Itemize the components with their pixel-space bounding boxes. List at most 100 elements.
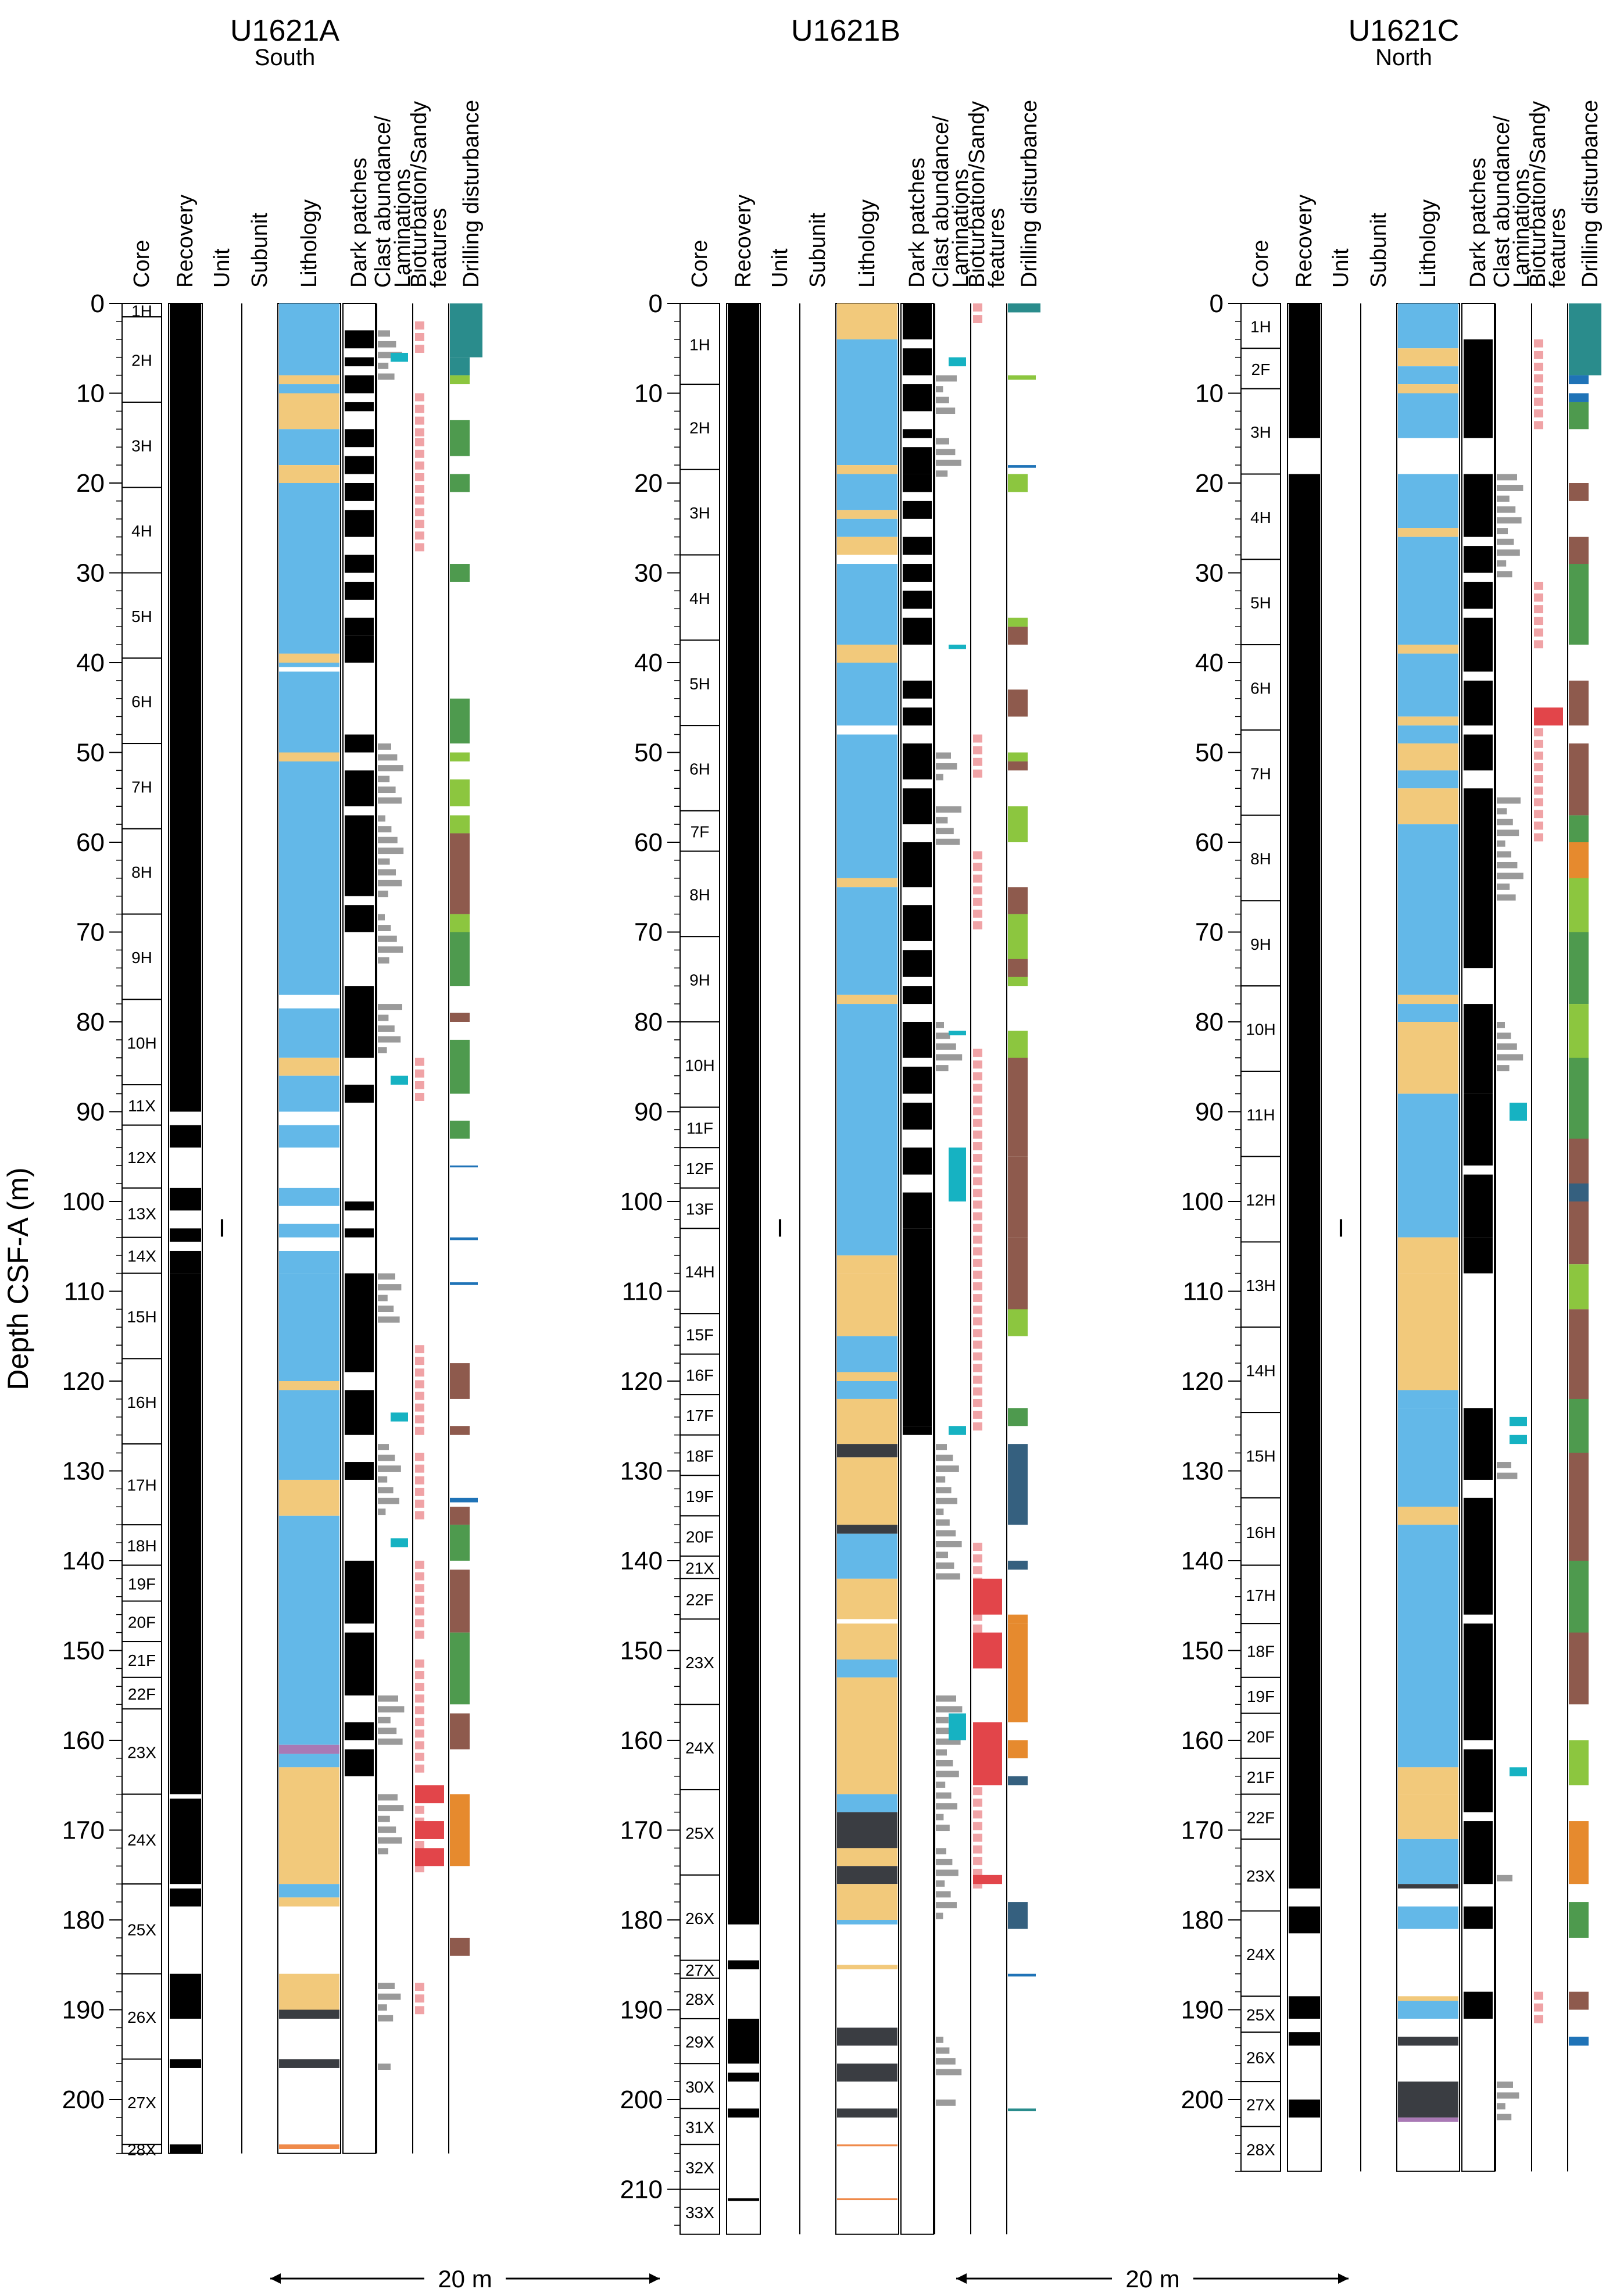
dark-patch <box>1464 1004 1493 1022</box>
column-header-line: Dark patches <box>905 158 929 288</box>
clast-mark <box>378 1444 389 1450</box>
core-label: 4H <box>131 522 152 540</box>
bioturbation-mark <box>973 886 982 895</box>
bioturbation-mark <box>415 1706 424 1715</box>
bioturbation-mark <box>1534 593 1543 602</box>
core-label: 3H <box>131 437 152 455</box>
bioturbation-mark <box>973 1154 982 1163</box>
lithology-interval <box>279 1188 339 1206</box>
core-label: 32X <box>685 2159 714 2177</box>
core-label: 33X <box>685 2204 714 2222</box>
column-header: Core <box>1249 240 1273 288</box>
depth-tick-label: 40 <box>634 649 663 677</box>
core-label: 1H <box>1250 318 1271 336</box>
bioturbation-mark <box>1534 386 1543 395</box>
core-label: 6H <box>1250 679 1271 697</box>
core-box <box>1240 1156 1281 1243</box>
column-header: Drilling disturbance <box>1578 100 1603 288</box>
core-label: 2H <box>689 419 710 437</box>
column-header: Drilling disturbance <box>1017 100 1042 288</box>
sandy-feature <box>1534 707 1563 726</box>
core-label: 15F <box>686 1326 714 1344</box>
hole-title: U1621A <box>230 14 339 48</box>
depth-tick-label: 20 <box>76 469 105 498</box>
lithology-interval <box>1398 1906 1458 1929</box>
recovery-interval <box>170 1250 201 1274</box>
clast-mark <box>936 1497 957 1504</box>
dark-patch <box>1464 1408 1493 1480</box>
column-header-line: Lithology <box>297 199 321 288</box>
lithology-interval <box>1398 1022 1458 1094</box>
core-label: 28X <box>685 1990 714 2008</box>
column-header-line: Bioturbation/Sandy <box>407 101 431 288</box>
disturbance-interval <box>1569 1399 1589 1453</box>
recovery-interval <box>1289 303 1320 438</box>
column-header-line: Subunit <box>1367 213 1391 288</box>
lithology-interval <box>279 375 339 385</box>
core-box <box>679 1147 720 1189</box>
disturbance-interval <box>450 303 482 357</box>
depth-tick-label: 150 <box>62 1637 105 1665</box>
sandy-feature <box>415 1785 444 1804</box>
core-label: 14H <box>685 1263 714 1281</box>
dark-patch <box>1464 680 1493 726</box>
bioturbation-mark <box>973 921 982 929</box>
core-box <box>1240 1712 1281 1759</box>
depth-tick-label: 10 <box>634 380 663 408</box>
lithology-interval <box>837 887 897 995</box>
clast-mark <box>378 1706 405 1713</box>
disturbance-interval <box>450 779 470 807</box>
dark-patch <box>345 1201 374 1211</box>
bioturbation-mark <box>973 1340 982 1349</box>
disturbance-interval <box>1569 303 1601 375</box>
bioturbation-mark <box>973 1083 982 1092</box>
dark-patch <box>345 1632 374 1696</box>
lithology-interval <box>1398 1237 1458 1274</box>
column-header: Clast abundance/Laminations <box>1490 116 1534 288</box>
disturbance-interval <box>1569 375 1589 385</box>
lithology-interval <box>837 1578 897 1619</box>
dark-patch <box>1464 1906 1493 1929</box>
bioturbation-mark <box>415 1683 424 1691</box>
lithology-interval <box>837 1457 897 1525</box>
clast-mark <box>1497 506 1516 513</box>
clast-mark <box>1497 549 1520 556</box>
depth-tick-label: 140 <box>1181 1547 1224 1575</box>
clast-mark <box>1497 528 1508 535</box>
core-box <box>121 657 162 745</box>
core-box <box>679 1187 720 1229</box>
core-label: 17H <box>1246 1586 1275 1604</box>
core-label: 13F <box>686 1200 714 1218</box>
core-label: 23X <box>1246 1867 1275 1885</box>
bioturbation-mark <box>973 757 982 766</box>
unit-label: I <box>219 1214 226 1242</box>
bioturbation-mark <box>415 1864 424 1873</box>
clast-mark <box>378 2015 394 2022</box>
column-header-line: Unit <box>1329 248 1353 288</box>
bioturbation-mark <box>415 1619 424 1628</box>
dark-patch <box>1464 1561 1493 1615</box>
lamination-mark <box>391 1412 408 1422</box>
bioturbation-mark <box>973 1624 982 1633</box>
scale-bar-label-bg <box>424 2264 506 2293</box>
clast-mark <box>936 459 961 466</box>
core-label: 28X <box>127 2141 156 2159</box>
core-label: 21F <box>128 1651 156 1669</box>
dark-patch <box>345 1722 374 1740</box>
lithology-interval <box>1398 1507 1458 1525</box>
clast-mark <box>378 826 392 833</box>
disturbance-interval <box>450 1237 478 1240</box>
bioturbation-mark <box>415 1694 424 1703</box>
scale-bar-arrow-right <box>1338 2273 1349 2284</box>
bioturbation-mark <box>973 1118 982 1127</box>
dark-patch <box>903 1192 932 1229</box>
lithology-interval <box>1398 788 1458 825</box>
disturbance-interval <box>450 375 470 385</box>
lithology-interval <box>1398 1408 1458 1507</box>
scale-bar-arrow-right <box>649 2273 660 2284</box>
lithology-interval <box>1398 1093 1458 1238</box>
column-header: Clast abundance/Laminations <box>371 116 415 288</box>
column-header-line: Lithology <box>1416 199 1440 288</box>
clast-mark <box>378 2004 387 2011</box>
